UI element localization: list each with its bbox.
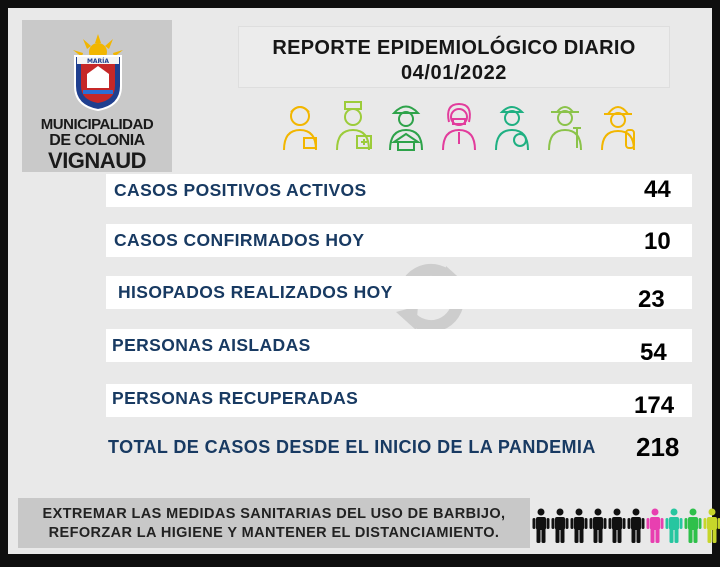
- essential-workers-row: [278, 100, 640, 152]
- stat-label: CASOS POSITIVOS ACTIVOS: [114, 180, 367, 200]
- worker-icon: [283, 106, 317, 151]
- stat-label: CASOS CONFIRMADOS HOY: [114, 230, 365, 250]
- stat-value: 54: [640, 339, 667, 366]
- logo-banner-text: MARÍA: [87, 57, 109, 65]
- stat-row-total-cases: TOTAL DE CASOS DESDE EL INICIO DE LA PAN…: [106, 432, 692, 465]
- stat-row-confirmed-today: CASOS CONFIRMADOS HOY 10: [106, 224, 692, 257]
- stat-label: HISOPADOS REALIZADOS HOY: [118, 282, 393, 302]
- person-icon: [589, 508, 607, 543]
- stat-value: 10: [644, 228, 671, 255]
- builder-icon: [389, 105, 423, 151]
- logo-line-3: VIGNAUD: [48, 148, 146, 173]
- stat-label: PERSONAS RECUPERADAS: [112, 388, 359, 408]
- report-title: REPORTE EPIDEMIOLÓGICO DIARIO 04/01/2022: [238, 26, 670, 88]
- person-icon: [608, 508, 626, 543]
- person-icon: [627, 508, 645, 543]
- person-icon: [570, 508, 588, 543]
- logo-line-2: DE COLONIA: [49, 132, 145, 149]
- report-card: MARÍA MUNICIPALIDAD DE COLONIA VIGNAUD R…: [8, 8, 720, 554]
- stat-value: 174: [634, 392, 675, 419]
- medic-icon: [495, 106, 529, 151]
- stat-row-recovered: PERSONAS RECUPERADAS 174: [106, 384, 692, 419]
- stat-label: PERSONAS AISLADAS: [112, 335, 311, 355]
- firefighter-icon: [601, 106, 635, 151]
- farmer-icon: [548, 106, 582, 151]
- person-icon: [646, 508, 664, 543]
- person-icon: [532, 508, 550, 543]
- person-icon: [703, 508, 720, 543]
- stat-row-swabs-today: HISOPADOS REALIZADOS HOY 23: [106, 276, 692, 313]
- stat-value: 44: [644, 176, 671, 203]
- person-icon: [684, 508, 702, 543]
- health-advice-banner: EXTREMAR LAS MEDIDAS SANITARIAS DEL USO …: [18, 498, 530, 548]
- distancing-people-icons: [532, 508, 720, 544]
- report-date: 04/01/2022: [400, 62, 508, 84]
- municipality-logo: MARÍA MUNICIPALIDAD DE COLONIA VIGNAUD: [22, 20, 172, 173]
- coat-of-arms-icon: MARÍA: [73, 34, 123, 112]
- person-icon: [551, 508, 569, 543]
- advice-line-2: REFORZAR LA HIGIENE Y MANTENER EL DISTAN…: [48, 525, 500, 541]
- logo-line-1: MUNICIPALIDAD: [40, 116, 154, 133]
- advice-line-1: EXTREMAR LAS MEDIDAS SANITARIAS DEL USO …: [42, 506, 506, 522]
- title-line-1: REPORTE EPIDEMIOLÓGICO DIARIO: [272, 37, 636, 59]
- stat-value: 23: [638, 286, 665, 313]
- stat-row-active-cases: CASOS POSITIVOS ACTIVOS 44: [106, 174, 692, 207]
- stat-label: TOTAL DE CASOS DESDE EL INICIO DE LA PAN…: [108, 437, 596, 457]
- stat-value: 218: [636, 432, 680, 462]
- nurse-icon: [336, 101, 372, 151]
- doctor-icon: [442, 102, 476, 151]
- person-icon: [665, 508, 683, 543]
- stat-row-isolated: PERSONAS AISLADAS 54: [106, 329, 692, 366]
